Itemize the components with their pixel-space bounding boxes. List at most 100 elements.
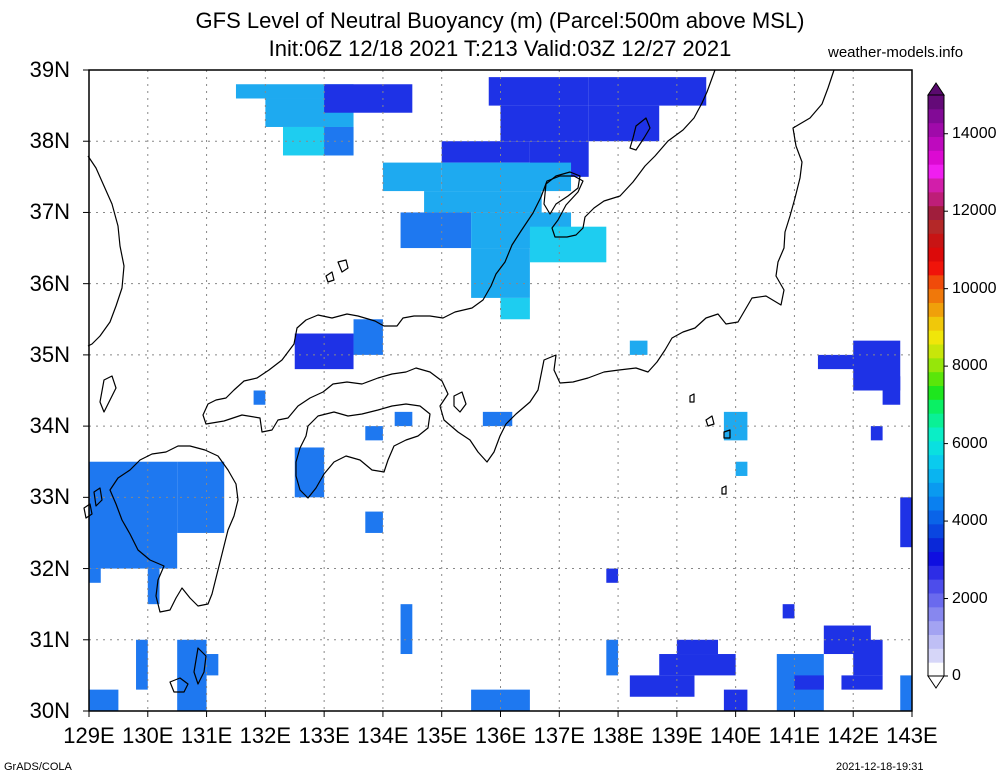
shaded-cell <box>353 319 383 355</box>
shaded-cell <box>900 675 912 711</box>
coastline-oki <box>325 259 349 283</box>
colorbar-segment <box>928 371 944 386</box>
colorbar-segment <box>928 261 944 276</box>
colorbar-frame <box>927 94 945 677</box>
colorbar-segment <box>928 330 944 345</box>
x-tick-label: 129E <box>63 723 115 748</box>
colorbar-segment <box>928 219 944 234</box>
x-tick-label: 140E <box>709 723 762 748</box>
colorbar-segment <box>928 468 944 483</box>
coastline-shikoku <box>295 403 431 499</box>
x-tick-label: 142E <box>827 723 879 748</box>
colorbar-segment <box>928 178 944 193</box>
colorbar-label: 12000 <box>952 202 997 220</box>
colorbar-segment <box>928 662 944 677</box>
colorbar-segment <box>928 440 944 456</box>
coastline-awaji <box>453 391 467 413</box>
colorbar-segment <box>928 385 944 400</box>
colorbar-segment <box>928 136 944 151</box>
colorbar-segment <box>928 302 944 317</box>
colorbar-segment <box>928 274 944 290</box>
shaded-cell <box>900 497 912 548</box>
y-tick-label: 32N <box>29 555 70 581</box>
shaded-cell <box>659 654 736 676</box>
shaded-cell <box>89 461 178 569</box>
shaded-cell <box>735 461 748 476</box>
colorbar-segment <box>928 288 944 303</box>
colorbar-segment <box>928 551 944 566</box>
colorbar-segment <box>928 164 944 179</box>
colorbar-segment <box>928 648 944 663</box>
colorbar-segment <box>928 344 944 359</box>
shaded-cell <box>147 568 160 605</box>
shaded-cell <box>629 675 695 697</box>
shaded-cell <box>870 426 883 441</box>
coastline-sado <box>629 117 651 151</box>
x-tick-label: 134E <box>357 723 409 748</box>
y-tick-label: 35N <box>29 341 70 367</box>
colorbar-segment <box>928 95 944 110</box>
colorbar-segment <box>928 413 944 428</box>
chart-subtitle: Init:06Z 12/18 2021 T:213 Valid:03Z 12/2… <box>268 36 732 61</box>
coastline-noto <box>543 171 581 215</box>
shaded-cell <box>782 604 795 619</box>
y-tick-label: 39N <box>29 57 70 82</box>
x-tick-label: 135E <box>416 723 468 748</box>
colorbar-segment <box>928 634 944 649</box>
shaded-cell <box>482 411 513 427</box>
colorbar-segment <box>928 496 944 511</box>
colorbar-segment <box>928 357 944 373</box>
shaded-cell <box>629 340 648 355</box>
shaded-cell <box>365 511 383 533</box>
shaded-cell <box>206 654 219 676</box>
shaded-cell <box>441 141 530 163</box>
colorbar-segment <box>928 247 944 262</box>
shaded-cell <box>471 248 530 298</box>
coastline-goto <box>83 487 103 519</box>
y-tick-label: 38N <box>29 128 70 154</box>
shaded-cell <box>400 212 472 249</box>
shaded-cell <box>606 568 619 583</box>
colorbar-segment <box>928 620 944 635</box>
colorbar-segment <box>928 565 944 580</box>
x-tick-label: 132E <box>239 723 292 748</box>
shaded-cell <box>588 105 660 142</box>
shaded-cell <box>882 376 901 405</box>
colorbar-bottom-arrow <box>927 675 945 689</box>
coastline-tanegashima <box>193 647 207 685</box>
x-tick-label: 141E <box>768 723 821 748</box>
coastline-izu-isl <box>689 393 731 495</box>
colorbar-segment <box>928 191 944 207</box>
colorbar-label: 8000 <box>952 357 988 375</box>
shaded-cell <box>89 689 119 711</box>
site-label[interactable]: weather-models.info <box>828 44 964 61</box>
x-tick-label: 130E <box>122 723 174 748</box>
colorbar-label: 14000 <box>952 124 997 142</box>
x-tick-label: 138E <box>592 723 644 748</box>
shaded-cell <box>676 639 719 655</box>
shaded-cell <box>588 77 707 106</box>
chart-title: GFS Level of Neutral Buoyancy (m) (Parce… <box>195 8 805 33</box>
y-tick-label: 37N <box>29 199 70 225</box>
colorbar <box>927 82 948 689</box>
colorbar-segment <box>928 510 944 525</box>
shaded-cell <box>400 604 413 655</box>
colorbar-label: 4000 <box>952 512 988 530</box>
coastline-kyushu <box>109 445 239 613</box>
x-tick-label: 136E <box>474 723 527 748</box>
colorbar-segment <box>928 593 944 608</box>
shaded-cell <box>606 639 619 676</box>
colorbar-segment <box>928 108 944 124</box>
colorbar-segment <box>928 150 944 165</box>
y-tick-label: 34N <box>29 413 70 439</box>
shaded-cell <box>488 77 589 106</box>
shaded-cell <box>177 461 225 533</box>
y-tick-label: 36N <box>29 270 70 296</box>
shaded-cell <box>324 84 413 113</box>
colorbar-segment <box>928 122 944 137</box>
footer-timestamp: 2021-12-18-19:31 <box>836 761 924 773</box>
shaded-cell <box>529 226 607 263</box>
y-tick-label: 30N <box>29 698 70 723</box>
x-tick-label: 143E <box>886 723 938 748</box>
